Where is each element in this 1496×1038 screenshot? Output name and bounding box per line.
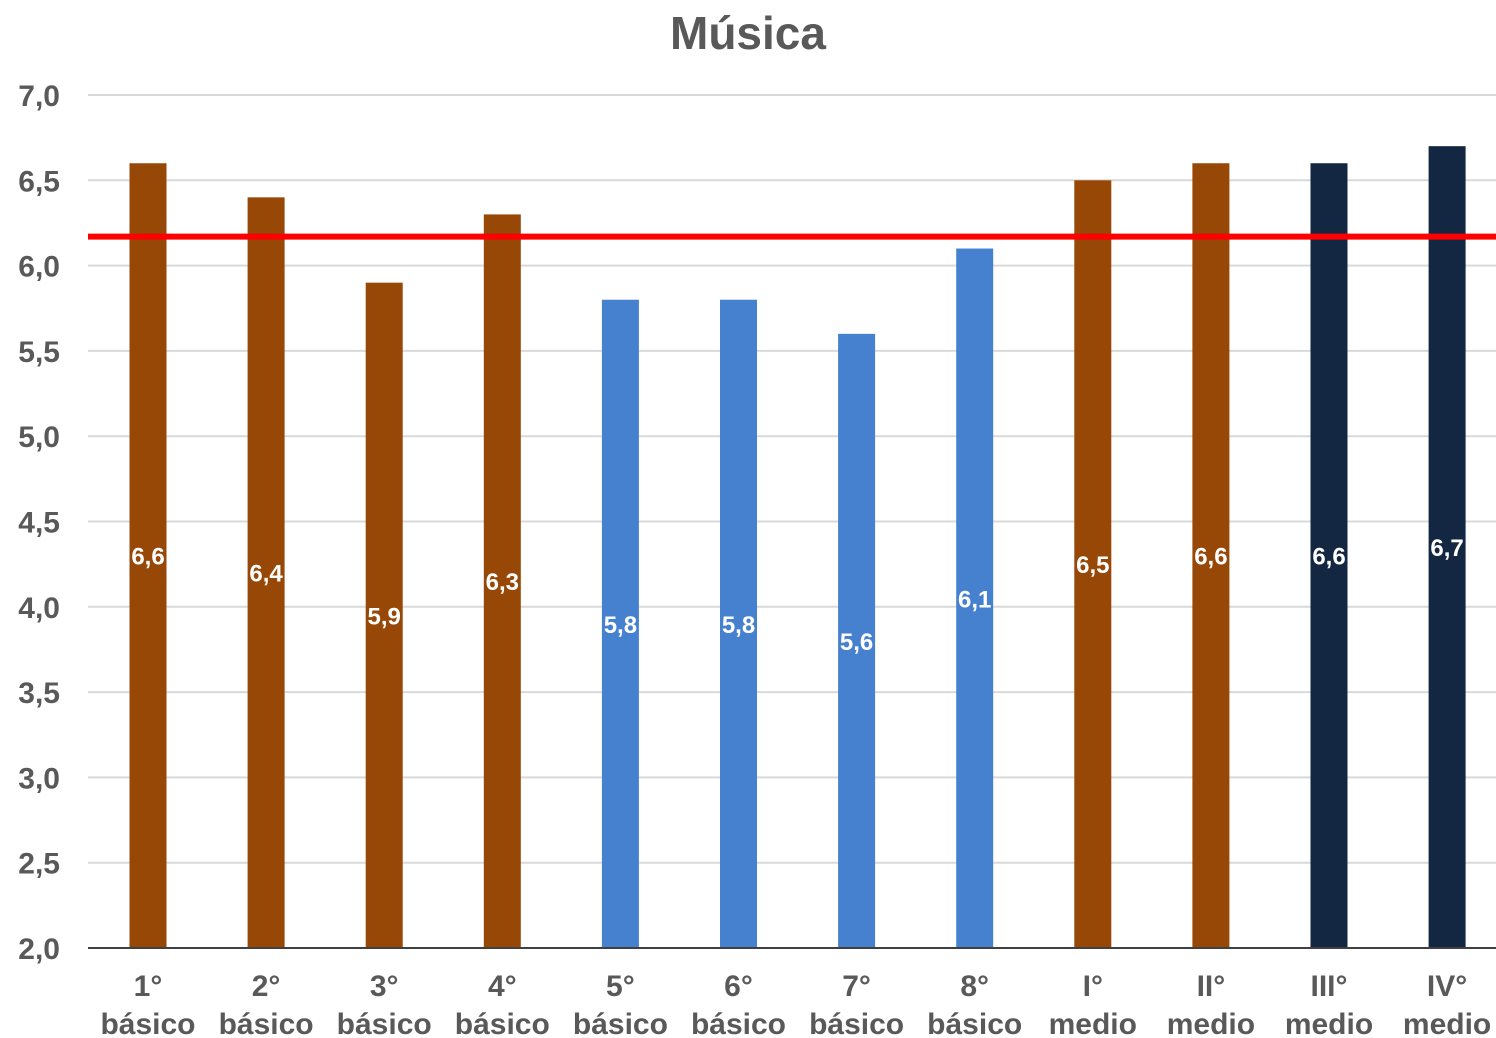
bar [1074,180,1112,949]
x-tick-label: básico [455,1008,550,1038]
bar [838,333,876,949]
x-tick-label: básico [691,1008,786,1038]
y-tick-label: 4,0 [18,592,60,625]
y-tick-label: 6,0 [18,251,60,284]
data-label: 6,5 [1076,552,1109,579]
x-tick-label: 5° [606,970,635,1003]
data-label: 6,3 [486,569,519,596]
y-tick-label: 5,0 [18,421,60,454]
x-tick-label: 3° [370,970,399,1003]
bar [601,299,639,949]
x-tick-label: básico [927,1008,1022,1038]
y-tick-label: 3,5 [18,677,60,710]
x-tick-label: medio [1167,1008,1255,1038]
chart-title: Música [670,7,826,59]
data-labels: 6,6 6,4 5,9 6,3 5,8 5,8 5,6 6,1 6,5 6,6 6,6 6,7 [131,535,1463,656]
data-label: 5,8 [722,612,755,639]
x-axis: 1° básico 2° básico 3° básico 4° básico 5° básico… [88,947,1496,1038]
x-tick-label: medio [1285,1008,1373,1038]
y-tick-label: 2,0 [18,933,60,966]
bar [1310,163,1348,949]
y-tick-label: 2,5 [18,848,60,881]
x-tick-label: I° [1083,970,1103,1003]
y-axis: 2,0 2,5 3,0 3,5 4,0 4,5 5,0 5,5 6,0 6,5 7,0 [18,80,60,966]
x-tick-label: básico [219,1008,314,1038]
bar [956,248,994,949]
x-tick-label: medio [1049,1008,1137,1038]
bar [1428,146,1466,948]
x-tick-label: 6° [724,970,753,1003]
x-tick-label: IV° [1427,970,1467,1003]
bar [129,163,167,949]
y-tick-label: 5,5 [18,336,60,369]
gridlines [88,94,1496,864]
x-tick-label: 1° [134,970,163,1003]
data-label: 6,1 [958,586,991,613]
y-tick-label: 3,0 [18,762,60,795]
data-label: 5,8 [604,612,637,639]
bar [720,299,757,949]
x-tick-label: III° [1310,970,1347,1003]
data-label: 6,4 [249,561,283,588]
bar [247,197,285,949]
data-label: 5,9 [368,603,401,630]
bar [365,282,403,948]
x-tick-label: 7° [842,970,871,1003]
x-tick-label: 2° [252,970,281,1003]
bars [129,146,1466,949]
data-label: 6,6 [1194,544,1227,571]
x-tick-label: básico [100,1008,195,1038]
x-tick-label: básico [573,1008,668,1038]
x-tick-label: medio [1403,1008,1491,1038]
data-label: 6,6 [1312,544,1345,571]
bar [483,214,521,949]
x-tick-label: básico [809,1008,904,1038]
y-tick-label: 4,5 [18,507,60,540]
x-tick-label: 4° [488,970,517,1003]
y-tick-label: 6,5 [18,165,60,198]
x-tick-label: básico [337,1008,432,1038]
data-label: 6,6 [131,544,164,571]
x-tick-label: 8° [960,970,989,1003]
y-tick-label: 7,0 [18,80,60,113]
data-label: 5,6 [840,629,873,656]
data-label: 6,7 [1430,535,1463,562]
x-tick-label: II° [1197,970,1226,1003]
bar [1192,163,1230,949]
